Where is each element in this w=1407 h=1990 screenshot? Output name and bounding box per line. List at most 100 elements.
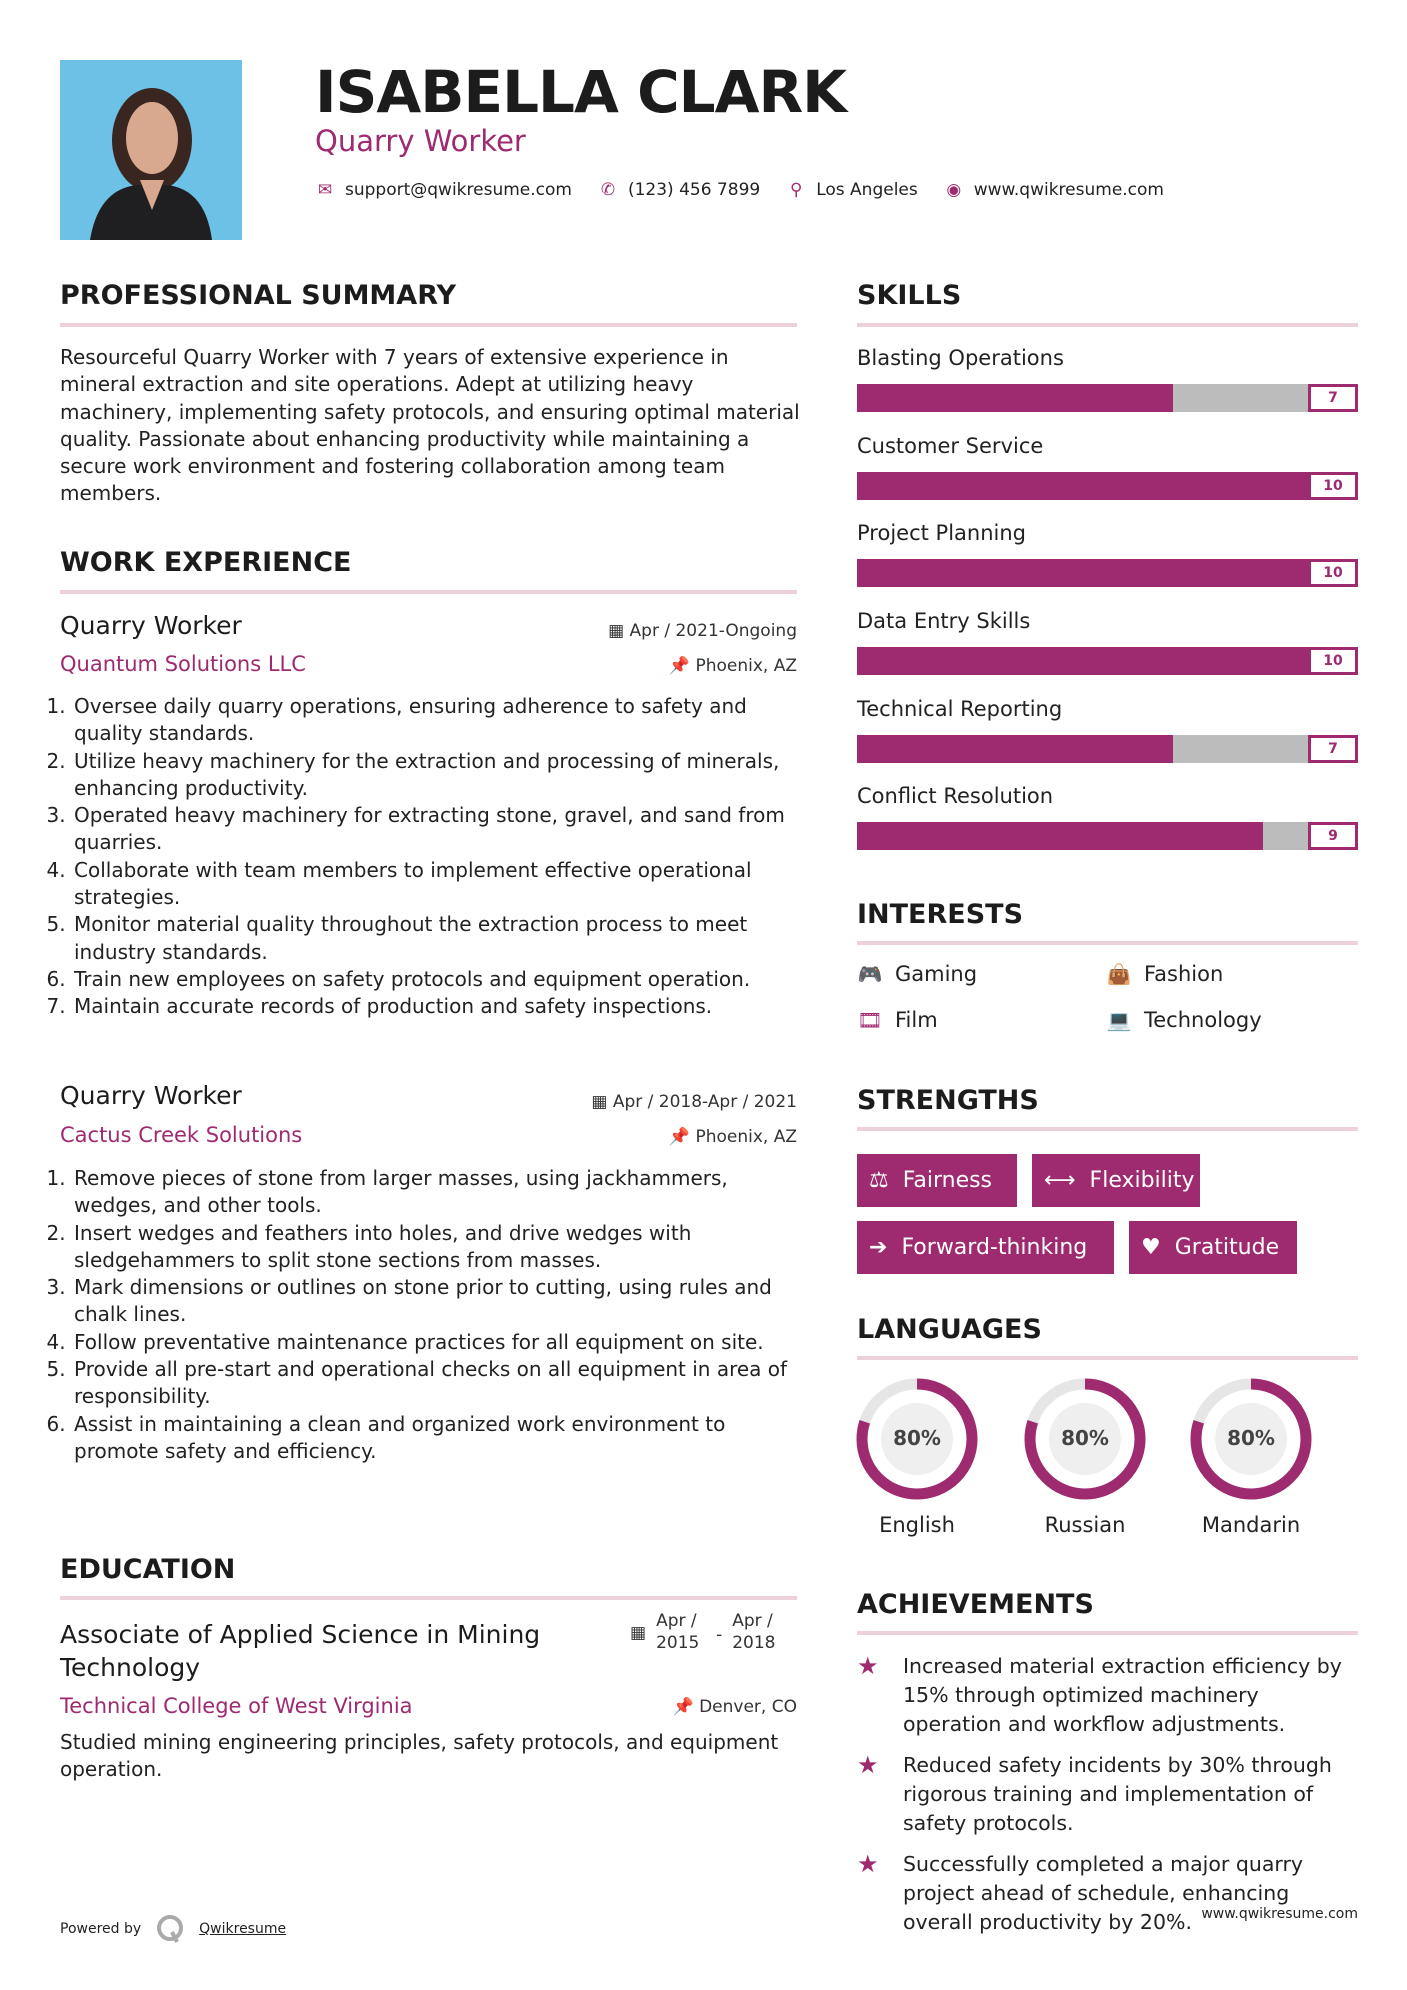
skill-bar: 10 (857, 647, 1358, 676)
job-bullet: Utilize heavy machinery for the extracti… (72, 748, 804, 803)
strength-gratitude: ♥ Gratitude (1129, 1221, 1297, 1274)
heart-icon: ♥ (1141, 1235, 1161, 1260)
school-name: Technical College of West Virginia (60, 1694, 413, 1718)
calendar-icon: ▦ (630, 1623, 647, 1643)
calendar-icon: ▦ (608, 621, 630, 641)
phone-icon: ✆ (600, 180, 616, 200)
interest-label: Gaming (895, 962, 978, 986)
donut-center (881, 1403, 953, 1475)
skill-item: Project Planning 10 (857, 519, 1358, 607)
interests-heading: INTERESTS (857, 899, 1024, 930)
job-dates-text: Apr / 2018-Apr / 2021 (612, 1092, 797, 1112)
language-percent: 80% (893, 1426, 941, 1450)
strengths-heading: STRENGTHS (857, 1085, 1039, 1116)
interest-label: Fashion (1144, 962, 1224, 986)
contact-email[interactable]: support@qwikresume.com (345, 180, 572, 200)
job-location: 📌 Phoenix, AZ (669, 656, 797, 676)
summary-text: Resourceful Quarry Worker with 7 years o… (60, 345, 800, 506)
laptop-icon: 💻 (1106, 1008, 1132, 1032)
skill-bar: 10 (857, 471, 1358, 500)
balance-scale-icon: ⚖ (869, 1168, 889, 1193)
skill-item: Technical Reporting 7 (857, 695, 1358, 783)
language-donut (856, 1378, 978, 1500)
arrow-right-icon: ➔ (869, 1235, 888, 1260)
date-separator: - (716, 1625, 723, 1645)
interest-label: Technology (1144, 1008, 1262, 1032)
skill-item: Blasting Operations 7 (857, 344, 1358, 432)
powered-by: Powered by Qwikresume (60, 1914, 286, 1944)
skill-bar-fill (857, 559, 1308, 588)
calendar-icon: ▦ (591, 1092, 613, 1112)
footer-website[interactable]: www.qwikresume.com (1201, 1906, 1358, 1922)
strength-label: Fairness (902, 1168, 993, 1193)
envelope-icon: ✉ (317, 180, 333, 200)
job-bullets: Oversee daily quarry operations, ensurin… (54, 693, 804, 1021)
shooting-star-icon: ★ (857, 1850, 879, 1878)
donut-fill (1024, 1378, 1146, 1500)
job-bullets: Remove pieces of stone from larger masse… (54, 1165, 804, 1465)
shooting-star-icon: ★ (857, 1652, 879, 1680)
language-donut (1190, 1378, 1312, 1500)
strength-label: Flexibility (1089, 1168, 1195, 1193)
divider (857, 1127, 1358, 1131)
job-bullet: Train new employees on safety protocols … (72, 966, 804, 993)
education-location-text: Denver, CO (699, 1697, 797, 1717)
job-title: Quarry Worker (60, 611, 242, 640)
skill-value: 10 (1308, 559, 1358, 588)
contact-website[interactable]: www.qwikresume.com (973, 180, 1164, 200)
job-bullet: Mark dimensions or outlines on stone pri… (72, 1274, 804, 1329)
job-bullet: Collaborate with team members to impleme… (72, 857, 804, 912)
education-start: Apr / 2015 (656, 1611, 700, 1653)
skill-value: 7 (1308, 734, 1358, 763)
strength-fairness: ⚖ Fairness (857, 1154, 1017, 1207)
education-description: Studied mining engineering principles, s… (60, 1730, 779, 1782)
skill-bar-fill (857, 822, 1263, 851)
qwikresume-link[interactable]: Qwikresume (199, 1921, 287, 1937)
achievement-text: Reduced safety incidents by 30% through … (903, 1753, 1332, 1835)
interest-film: 🎞 Film (857, 1008, 937, 1032)
skill-bar: 9 (857, 822, 1358, 851)
job-company: Quantum Solutions LLC (60, 652, 306, 676)
achievement-text: Increased material extraction efficiency… (903, 1654, 1342, 1736)
contact-phone[interactable]: (123) 456 7899 (627, 180, 761, 200)
job-company: Cactus Creek Solutions (60, 1123, 303, 1147)
divider (857, 1356, 1358, 1360)
job-title: Quarry Worker (60, 1081, 242, 1110)
job-bullet: Monitor material quality throughout the … (72, 911, 804, 966)
skills-list: Blasting Operations 7 Customer Service 10 Pr… (857, 344, 1358, 870)
profile-photo (60, 60, 242, 240)
skill-value: 9 (1308, 822, 1358, 851)
job-dates: ▦ Apr / 2021-Ongoing (608, 621, 797, 641)
education-location: 📌 Denver, CO (673, 1697, 797, 1717)
skill-name: Conflict Resolution (857, 784, 1054, 809)
skill-bar-fill (857, 647, 1308, 676)
divider (857, 323, 1358, 327)
achievements-list: ★ Increased material extraction efficienc… (857, 1652, 1362, 1949)
shopping-bag-icon: 👜 (1106, 962, 1132, 986)
achievement-item: ★ Increased material extraction efficienc… (857, 1652, 1362, 1739)
education-dates: ▦ Apr / 2015 - Apr / 2018 (630, 1610, 782, 1654)
skill-item: Data Entry Skills 10 (857, 607, 1358, 695)
skill-name: Data Entry Skills (857, 609, 1031, 634)
donut-center (1215, 1403, 1287, 1475)
pin-icon: 📌 (672, 1697, 700, 1717)
job-bullet: Provide all pre-start and operational ch… (72, 1356, 804, 1411)
language-donut (1024, 1378, 1146, 1500)
globe-icon: ◉ (946, 180, 962, 200)
job-dates: ▦ Apr / 2018-Apr / 2021 (591, 1092, 797, 1112)
donut-fill (1190, 1378, 1312, 1500)
candidate-name: ISABELLA CLARK (315, 58, 847, 126)
candidate-title: Quarry Worker (315, 124, 526, 158)
strength-label: Gratitude (1174, 1235, 1280, 1260)
qwikresume-logo-icon (157, 1915, 184, 1943)
education-heading: EDUCATION (60, 1554, 236, 1585)
language-name: Mandarin (1201, 1513, 1301, 1537)
skill-value: 10 (1308, 647, 1358, 676)
job-bullet: Follow preventative maintenance practice… (72, 1329, 804, 1356)
job-location-text: Phoenix, AZ (695, 1127, 797, 1147)
job-bullet: Assist in maintaining a clean and organi… (72, 1411, 804, 1466)
shooting-star-icon: ★ (857, 1751, 879, 1779)
divider (857, 941, 1358, 945)
film-icon: 🎞 (857, 1008, 883, 1032)
skill-bar: 7 (857, 734, 1358, 763)
